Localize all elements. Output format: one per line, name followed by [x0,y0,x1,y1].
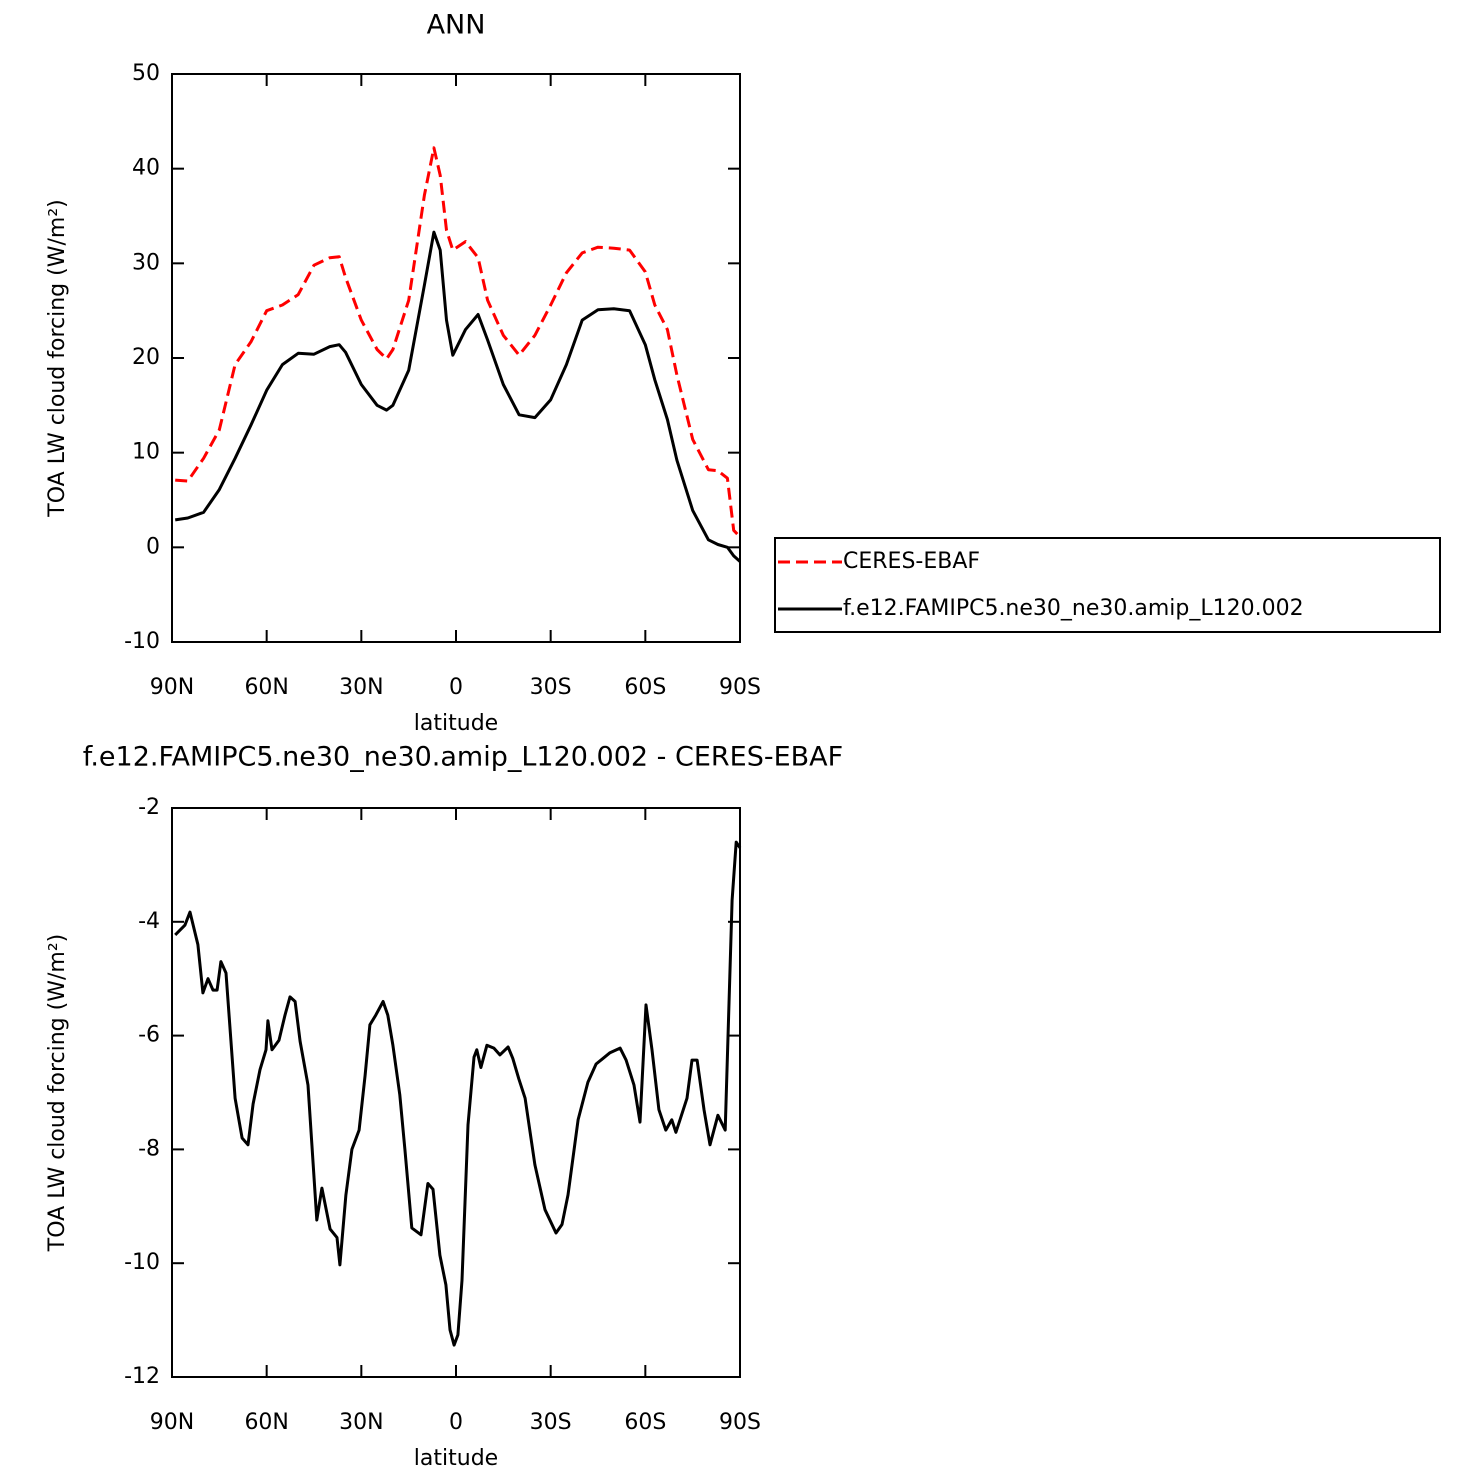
x-tick-label: 0 [449,675,463,700]
x-tick-label: 30N [339,1410,383,1435]
x-tick-label: 60S [624,675,666,700]
y-tick-label: -4 [138,909,160,934]
x-axis-label: latitude [414,1446,498,1471]
data-line [175,146,742,538]
x-tick-label: 30S [530,1410,572,1435]
x-tick-label: 90N [150,1410,194,1435]
x-tick-label: 60N [244,675,288,700]
legend-label: f.e12.FAMIPC5.ne30_ne30.amip_L120.002 [843,596,1304,621]
y-tick-label: 30 [132,250,160,275]
chart-title: ANN [427,10,486,41]
y-tick-label: 40 [132,156,160,181]
data-line [174,230,741,563]
y-tick-label: -6 [138,1023,160,1048]
y-tick-label: 20 [132,345,160,370]
y-tick-label: 50 [132,61,160,86]
data-line [174,840,742,1347]
y-tick-label: -10 [124,1250,160,1275]
x-tick-label: 90S [719,675,761,700]
y-tick-label: -10 [124,629,160,654]
x-tick-label: 60S [624,1410,666,1435]
x-tick-label: 90S [719,1410,761,1435]
x-tick-label: 90N [150,675,194,700]
y-tick-label: -2 [138,795,160,820]
x-tick-label: 0 [449,1410,463,1435]
y-tick-label: -8 [138,1136,160,1161]
plot-frame [171,73,741,643]
legend-label: CERES-EBAF [843,549,980,574]
y-tick-label: -12 [124,1364,160,1389]
y-axis-label: TOA LW cloud forcing (W/m²) [45,199,70,517]
x-axis-label: latitude [414,711,498,736]
y-tick-label: 0 [146,534,160,559]
x-tick-label: 30N [339,675,383,700]
y-axis-label: TOA LW cloud forcing (W/m²) [45,934,70,1252]
x-tick-label: 60N [244,1410,288,1435]
legend-box [774,537,1441,633]
x-tick-label: 30S [530,675,572,700]
y-tick-label: 10 [132,440,160,465]
chart-title: f.e12.FAMIPC5.ne30_ne30.amip_L120.002 - … [83,742,843,773]
plot-frame [171,807,741,1378]
